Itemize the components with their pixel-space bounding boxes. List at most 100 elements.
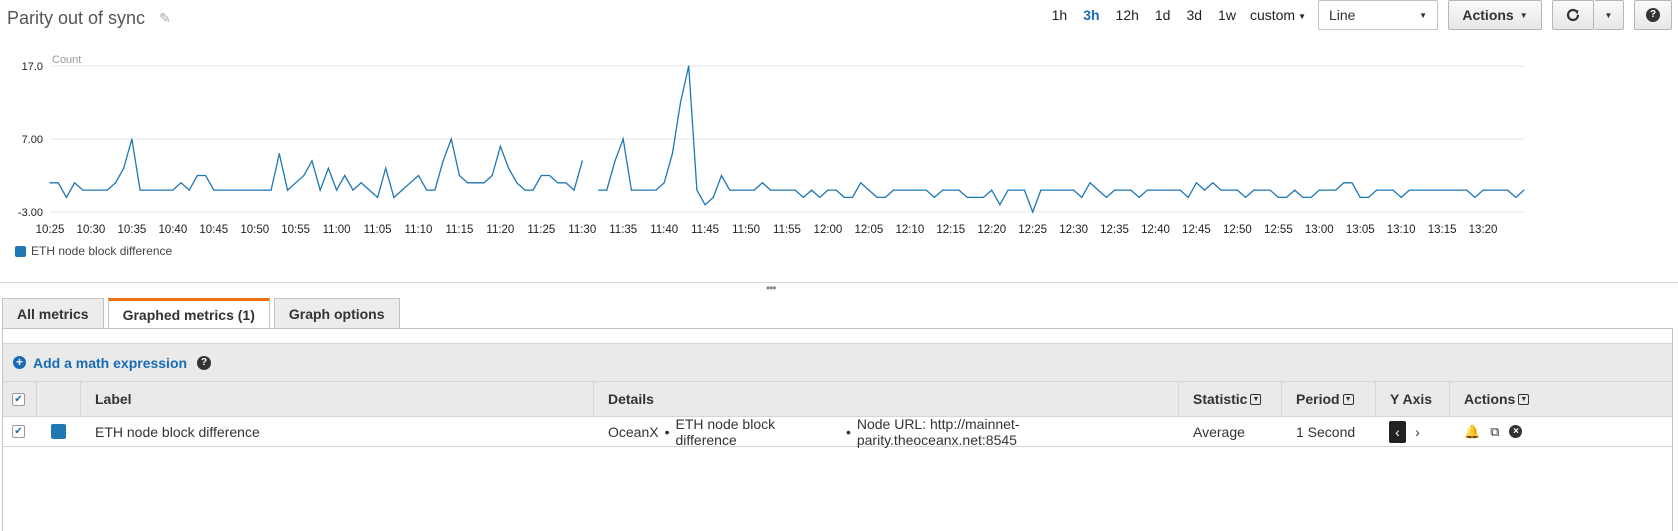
data-point [1015, 189, 1017, 191]
chart-series [49, 65, 1525, 214]
column-header-details[interactable]: Details [594, 382, 1179, 416]
data-point [1507, 189, 1509, 191]
x-tick-label: 12:15 [936, 224, 965, 236]
select-all-cell: ✔ [3, 382, 37, 416]
copy-icon[interactable]: ⧉ [1490, 423, 1500, 439]
row-checkbox-cell: ✔ [3, 417, 37, 446]
data-point [1122, 189, 1124, 191]
data-point [1351, 182, 1353, 184]
data-point [360, 182, 362, 184]
actions-button[interactable]: Actions ▼ [1448, 0, 1542, 30]
metrics-table-header: ✔ Label Details Statistic ▼ Period ▼ Y Axi… [3, 381, 1672, 417]
data-point [712, 196, 714, 198]
range-3d[interactable]: 3d [1186, 7, 1203, 23]
row-label[interactable]: ETH node block difference [95, 423, 260, 440]
dropdown-icon[interactable]: ▼ [1518, 393, 1530, 405]
dropdown-icon[interactable]: ▼ [1342, 393, 1354, 405]
data-point [1302, 196, 1304, 198]
range-1w[interactable]: 1w [1218, 7, 1236, 23]
data-point [245, 189, 248, 191]
close-icon[interactable]: × [1509, 425, 1523, 438]
data-point [1261, 189, 1263, 191]
data-point [1163, 189, 1165, 191]
add-math-expression-link[interactable]: Add a math expression [33, 354, 188, 371]
data-point [671, 153, 673, 155]
data-point [1212, 182, 1214, 184]
x-tick-label: 10:50 [240, 224, 269, 236]
data-point [1244, 196, 1247, 198]
x-tick-label: 13:10 [1387, 224, 1416, 236]
color-swatch[interactable] [51, 424, 66, 439]
column-header-actions[interactable]: Actions ▼ [1450, 382, 1672, 416]
y-axis-left-button[interactable]: ‹ [1389, 420, 1406, 443]
data-point [581, 160, 583, 162]
chart-legend[interactable]: ETH node block difference [15, 244, 172, 258]
data-point [409, 182, 411, 184]
y-tick-label: -3.00 [18, 207, 43, 219]
data-point [114, 182, 117, 184]
data-point [123, 167, 125, 169]
data-point [843, 196, 845, 198]
data-point [958, 189, 960, 191]
series-line [50, 136, 583, 199]
pencil-icon[interactable]: ✎ [159, 10, 171, 26]
range-3h[interactable]: 3h [1083, 7, 1100, 23]
data-point [1498, 189, 1501, 191]
range-1h[interactable]: 1h [1051, 7, 1068, 23]
data-point [303, 174, 305, 177]
data-point [1449, 189, 1451, 191]
column-header-statistic[interactable]: Statistic ▼ [1179, 382, 1282, 416]
data-point [1466, 189, 1468, 191]
data-point [933, 196, 936, 198]
y-axis-right-button[interactable]: › [1415, 423, 1420, 440]
tab-all-metrics[interactable]: All metrics [2, 298, 104, 328]
plus-circle-icon[interactable]: + [13, 356, 26, 369]
select-all-checkbox[interactable]: ✔ [12, 392, 25, 406]
row-statistic[interactable]: Average [1193, 423, 1245, 440]
drag-handle-icon[interactable]: ••• [766, 281, 777, 295]
data-point [1482, 189, 1484, 191]
data-point [1105, 196, 1107, 198]
custom-range-dropdown[interactable]: custom ▼ [1250, 7, 1306, 23]
tab-graphed-metrics[interactable]: Graphed metrics (1) [107, 298, 270, 329]
bell-icon[interactable]: 🔔 [1464, 423, 1481, 439]
tab-graph-options[interactable]: Graph options [273, 298, 400, 328]
data-point [819, 196, 821, 198]
range-12h[interactable]: 12h [1115, 7, 1139, 23]
custom-range-label: custom [1249, 7, 1296, 23]
question-icon[interactable]: ? [197, 355, 212, 370]
help-button[interactable]: ? [1634, 0, 1672, 30]
data-point [368, 189, 370, 191]
x-tick-label: 13:20 [1469, 224, 1498, 236]
refresh-options-button[interactable]: ▼ [1594, 0, 1624, 30]
data-point [737, 189, 739, 191]
data-point [876, 196, 878, 198]
data-point [851, 196, 854, 198]
x-tick-label: 11:55 [773, 224, 801, 236]
column-header-label[interactable]: Label [81, 382, 594, 416]
data-point [663, 182, 665, 184]
data-point [532, 189, 534, 191]
data-point [1408, 189, 1410, 191]
refresh-icon [1566, 8, 1580, 22]
row-period[interactable]: 1 Second [1296, 423, 1356, 440]
column-header-period[interactable]: Period ▼ [1282, 382, 1376, 416]
row-checkbox[interactable]: ✔ [12, 425, 25, 438]
row-yaxis: ‹ › [1376, 417, 1450, 446]
actions-button-label: Actions [1462, 7, 1514, 23]
range-1d[interactable]: 1d [1154, 7, 1171, 23]
data-point [622, 138, 624, 140]
dropdown-icon[interactable]: ▼ [1250, 393, 1262, 405]
data-point [1335, 189, 1337, 191]
data-point [442, 160, 444, 162]
data-point [810, 189, 813, 191]
chart-type-select[interactable]: Line ▼ [1318, 0, 1438, 30]
y-tick-label: 7.00 [22, 134, 43, 146]
data-point [507, 167, 510, 169]
y-axis-label: Count [52, 54, 81, 66]
refresh-button[interactable] [1552, 0, 1594, 30]
data-point [147, 189, 149, 191]
x-tick-label: 12:45 [1182, 224, 1211, 236]
data-point [778, 189, 780, 191]
x-tick-label: 11:30 [568, 224, 596, 236]
